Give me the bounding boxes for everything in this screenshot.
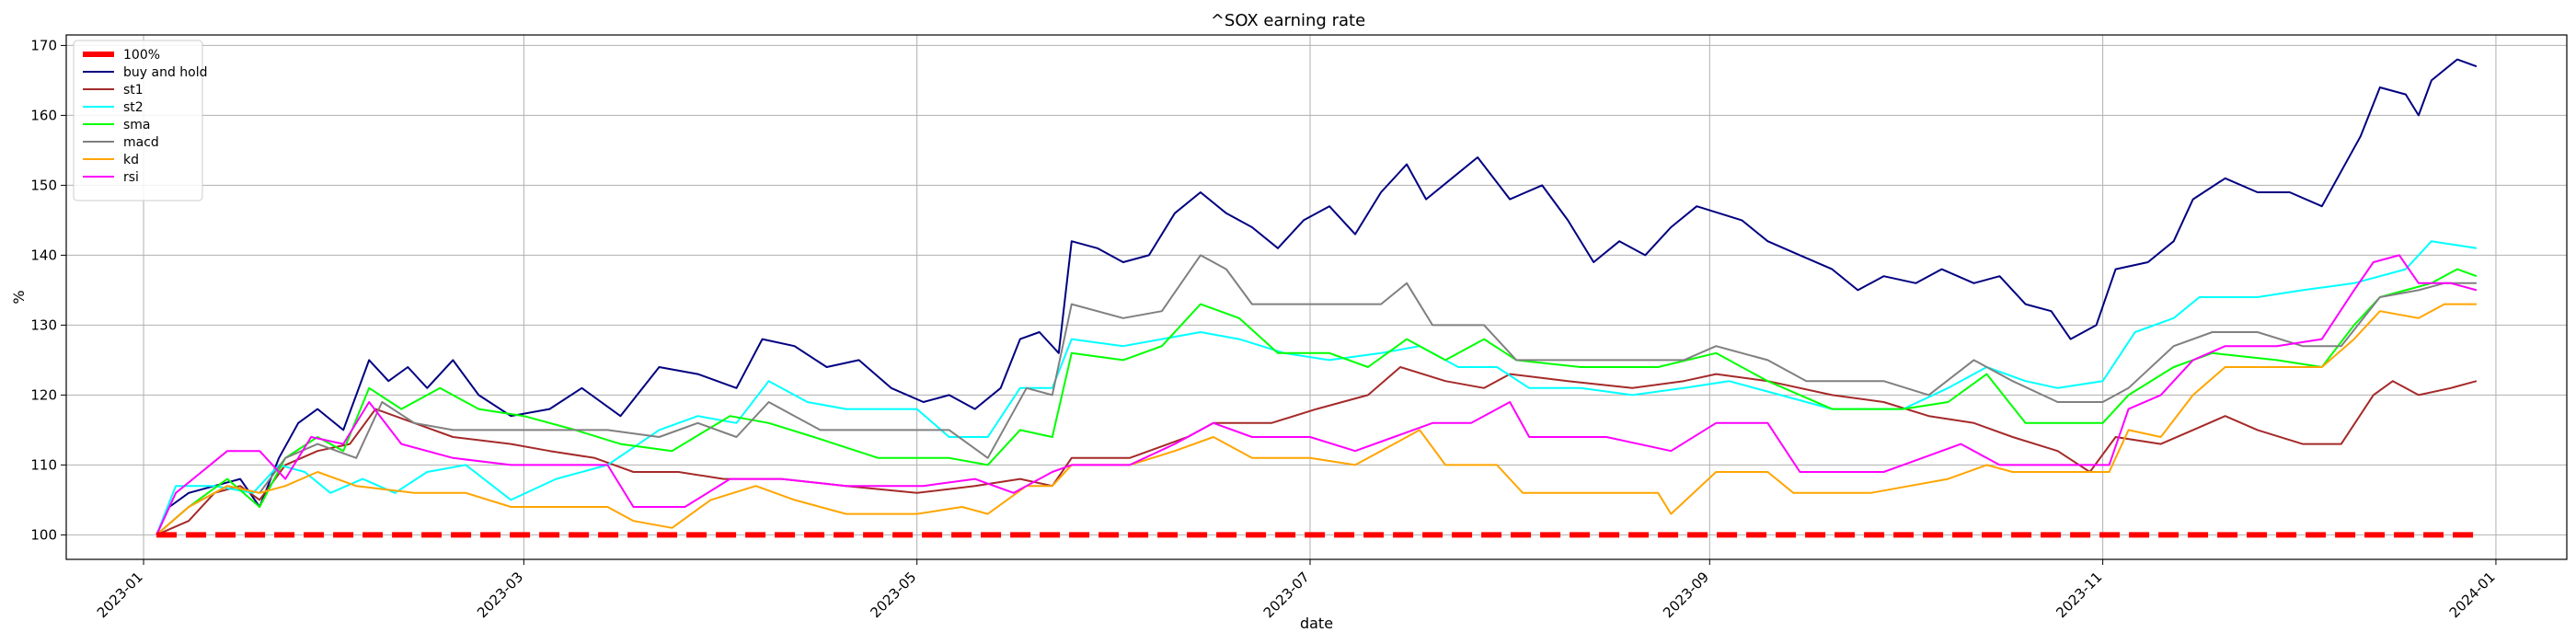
y-tick-label: 110 xyxy=(30,456,57,473)
series-layer xyxy=(155,58,2478,538)
y-tick-label: 120 xyxy=(30,386,57,403)
legend: 100% buy and hold st1 st2 sma macd kd rsi xyxy=(73,40,208,201)
y-tick-label: 130 xyxy=(30,316,57,333)
chart-title: ^SOX earning rate xyxy=(1211,11,1365,30)
legend-entry: buy and hold xyxy=(123,65,208,80)
y-tick-label: 140 xyxy=(30,247,57,263)
legend-entry: st1 xyxy=(123,83,144,98)
legend-entry: sma xyxy=(123,118,151,132)
x-tick-label: 2023-09 xyxy=(1660,569,1712,621)
x-tick-label: 2024-01 xyxy=(2446,569,2499,621)
legend-entry: 100% xyxy=(123,48,160,63)
series-line-macd xyxy=(155,254,2477,536)
x-axis-label: date xyxy=(1300,615,1333,632)
y-tick-label: 160 xyxy=(30,107,57,123)
x-tick-label: 2023-05 xyxy=(867,569,919,621)
y-tick-label: 170 xyxy=(30,37,57,53)
series-line-kd xyxy=(155,303,2477,536)
plot-frame xyxy=(65,34,2568,560)
y-tick-label: 150 xyxy=(30,177,57,193)
legend-entry: macd xyxy=(123,135,159,150)
x-axis: 2023-01 2023-03 2023-05 2023-07 2023-09 2023-… xyxy=(94,559,2499,621)
grid xyxy=(66,35,2567,559)
y-axis-label: % xyxy=(10,290,28,304)
legend-box xyxy=(73,40,203,201)
x-tick-label: 2023-01 xyxy=(94,569,146,621)
series-line-st2 xyxy=(155,240,2478,535)
y-tick-label: 100 xyxy=(30,526,57,543)
legend-entry: kd xyxy=(123,153,139,167)
series-line-st1 xyxy=(155,366,2478,536)
legend-entry: rsi xyxy=(123,170,139,185)
x-tick-label: 2023-11 xyxy=(2053,569,2105,621)
y-axis: 100 110 120 130 140 150 160 170 xyxy=(30,37,66,543)
series-line-rsi xyxy=(155,254,2478,535)
series-line-sma xyxy=(155,268,2478,536)
x-tick-label: 2023-07 xyxy=(1260,569,1313,621)
x-tick-label: 2023-03 xyxy=(474,569,526,621)
series-line-buy-and-hold xyxy=(155,58,2478,535)
legend-entry: st2 xyxy=(123,100,144,115)
